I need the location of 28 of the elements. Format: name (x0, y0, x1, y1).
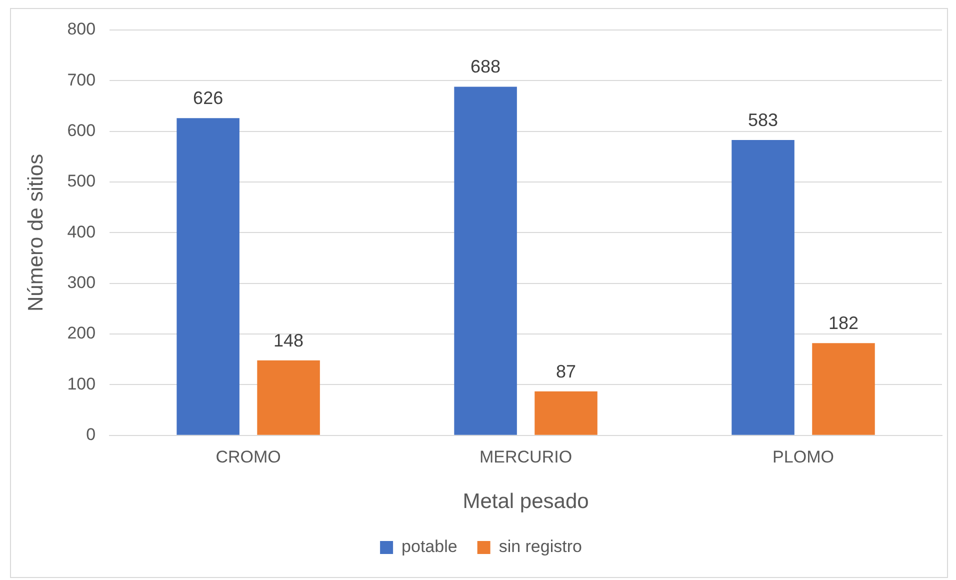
bar (257, 360, 320, 435)
bar (534, 391, 598, 435)
y-tick-label: 800 (67, 20, 96, 39)
data-label: 87 (556, 361, 576, 382)
legend-label: potable (402, 537, 458, 556)
x-tick-label: CROMO (216, 447, 281, 466)
y-tick-label: 500 (67, 172, 96, 191)
y-tick-label: 400 (67, 222, 96, 242)
x-axis-title: Metal pesado (462, 490, 589, 514)
bar (176, 118, 240, 435)
data-label: 148 (274, 330, 304, 350)
y-tick-label: 600 (67, 121, 96, 140)
x-tick-label: MERCURIO (480, 447, 572, 466)
legend-label: sin registro (498, 537, 582, 556)
y-tick-label: 0 (86, 425, 96, 444)
data-label: 182 (828, 313, 859, 334)
data-label: 626 (193, 88, 224, 108)
y-tick-label: 300 (67, 273, 96, 292)
bar (812, 343, 875, 435)
y-tick-label: 100 (67, 374, 96, 394)
y-tick-label: 200 (67, 324, 96, 343)
data-label: 583 (748, 110, 778, 130)
bar (454, 86, 517, 435)
x-tick-label: PLOMO (772, 447, 834, 466)
y-tick-label: 700 (67, 70, 96, 90)
y-axis-title: Número de sitios (24, 154, 48, 312)
data-label: 688 (470, 56, 501, 77)
bar (732, 140, 794, 435)
